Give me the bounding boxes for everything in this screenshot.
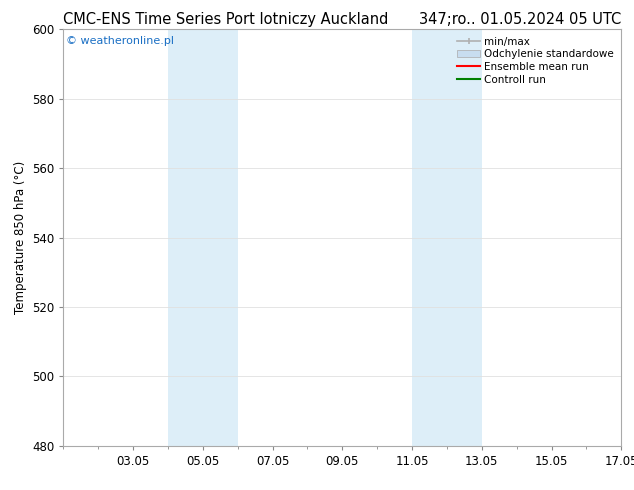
Text: CMC-ENS Time Series Port lotniczy Auckland: CMC-ENS Time Series Port lotniczy Auckla… [63, 12, 389, 27]
Text: 347;ro.. 01.05.2024 05 UTC: 347;ro.. 01.05.2024 05 UTC [419, 12, 621, 27]
Text: © weatheronline.pl: © weatheronline.pl [66, 36, 174, 46]
Bar [412, 29, 482, 446]
Bar [168, 29, 238, 446]
Y-axis label: Temperature 850 hPa (°C): Temperature 850 hPa (°C) [13, 161, 27, 314]
Legend: min/max, Odchylenie standardowe, Ensemble mean run, Controll run: min/max, Odchylenie standardowe, Ensembl… [455, 35, 616, 87]
